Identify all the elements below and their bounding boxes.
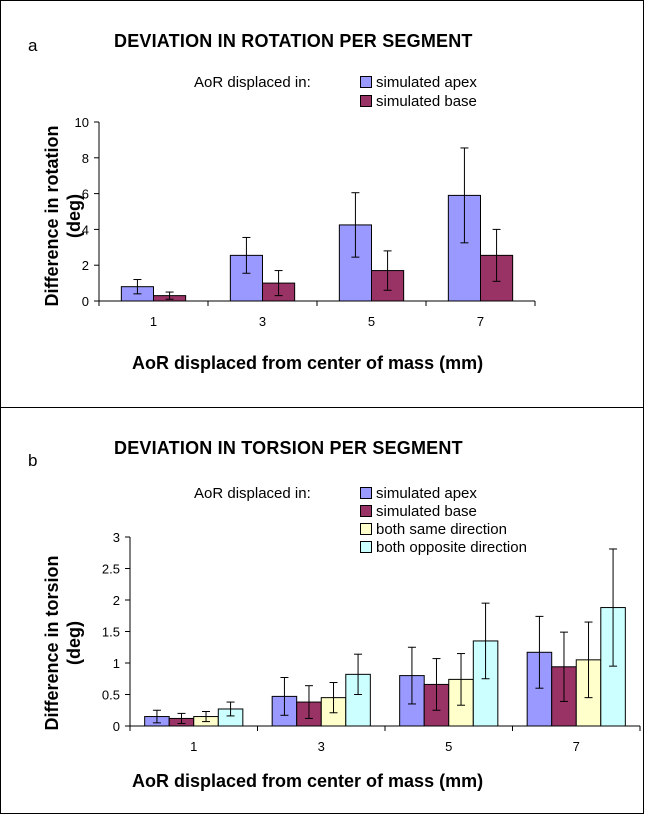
legend-item-simulated-apex: simulated apex <box>360 74 477 92</box>
x-tick-label: 1 <box>150 314 157 329</box>
legend-swatch <box>360 505 372 518</box>
plot-area: 0 0.5 1 1.5 2 2.5 3 1 3 5 7 <box>102 530 641 754</box>
panel-label: a <box>28 36 38 55</box>
x-axis-label: AoR displaced from center of mass (mm) <box>132 771 484 791</box>
y-tick-label: 1.5 <box>102 625 120 640</box>
chart-panel-a: a DEVIATION IN ROTATION PER SEGMENT AoR … <box>0 0 644 408</box>
y-tick-label: 1 <box>113 656 120 671</box>
legend-swatch <box>360 76 372 89</box>
legend-item-simulated-apex: simulated apex <box>360 485 477 503</box>
legend-swatch <box>360 523 372 536</box>
y-tick-label: 10 <box>75 115 89 130</box>
legend-label: both opposite direction <box>376 539 527 556</box>
x-tick-label: 7 <box>477 314 484 329</box>
legend-item-simulated-base: simulated base <box>360 93 477 111</box>
legend-item-both-same-direction: both same direction <box>360 521 507 539</box>
y-tick-label: 0.5 <box>102 688 120 703</box>
x-tick-label: 5 <box>445 739 452 754</box>
legend-label: simulated apex <box>376 74 477 91</box>
legend-label: both same direction <box>376 521 507 538</box>
y-tick-label: 2 <box>113 593 120 608</box>
x-tick-label: 3 <box>318 739 325 754</box>
x-axis-label: AoR displaced from center of mass (mm) <box>132 353 484 373</box>
y-tick-label: 3 <box>113 530 120 545</box>
legend-item-simulated-base: simulated base <box>360 503 477 521</box>
y-tick-label: 4 <box>82 222 89 237</box>
legend-prefix: AoR displaced in: <box>194 74 311 91</box>
chart-title: DEVIATION IN TORSION PER SEGMENT <box>114 438 463 458</box>
legend-item-both-opposite-direction: both opposite direction <box>360 539 527 557</box>
legend-swatch <box>360 95 372 108</box>
panel-label: b <box>28 451 38 470</box>
y-tick-label: 0 <box>113 719 120 734</box>
legend-swatch <box>360 487 372 500</box>
y-tick-label: 8 <box>82 151 89 166</box>
x-tick-label: 7 <box>573 739 580 754</box>
legend-label: simulated base <box>376 93 477 110</box>
y-tick-label: 6 <box>82 187 89 202</box>
legend-label: simulated base <box>376 503 477 520</box>
x-tick-label: 1 <box>190 739 197 754</box>
y-tick-label: 2.5 <box>102 562 120 577</box>
y-tick-label: 0 <box>82 294 89 309</box>
chart-panel-b: b DEVIATION IN TORSION PER SEGMENT AoR d… <box>0 407 644 814</box>
plot-area: 0 2 4 6 8 10 1 3 5 7 <box>75 115 536 329</box>
x-tick-label: 5 <box>368 314 375 329</box>
legend-prefix: AoR displaced in: <box>194 485 311 502</box>
x-tick-label: 3 <box>259 314 266 329</box>
legend-label: simulated apex <box>376 485 477 502</box>
chart-title: DEVIATION IN ROTATION PER SEGMENT <box>114 31 473 51</box>
y-tick-label: 2 <box>82 258 89 273</box>
legend-swatch <box>360 541 372 554</box>
